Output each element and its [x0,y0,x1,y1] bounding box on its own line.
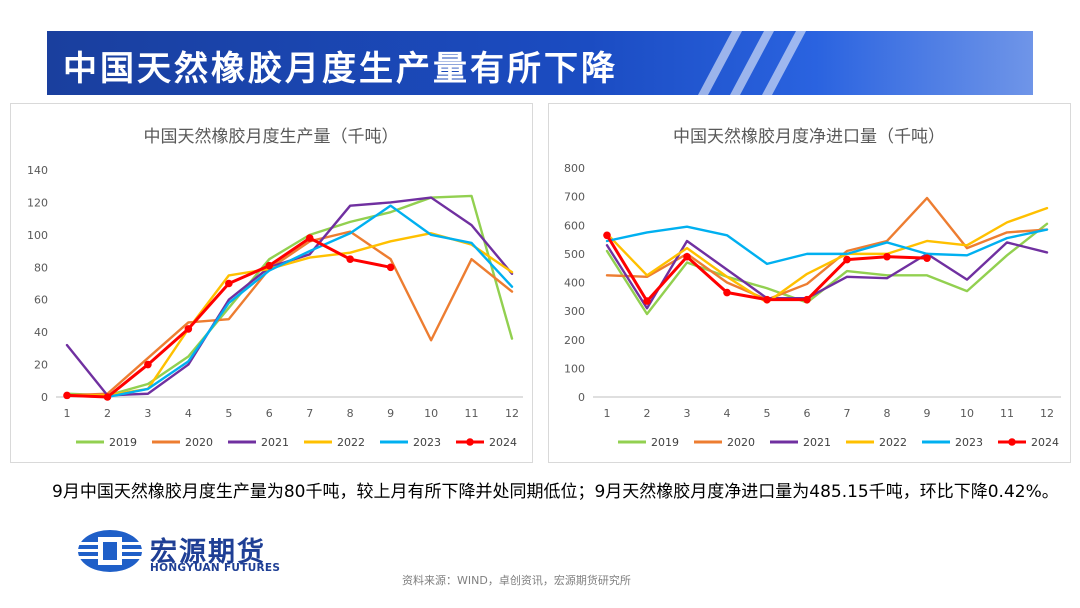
production-x-tick-label: 3 [144,407,151,420]
imports-x-tick-label: 4 [724,407,731,420]
imports-y-tick-label: 500 [564,248,585,261]
production-series-2024-point [225,279,233,288]
imports-x-tick-label: 5 [764,407,771,420]
production-x-tick-label: 1 [64,407,71,420]
imports-legend-label: 2020 [727,436,755,449]
production-x-tick-label: 4 [185,407,192,420]
imports-series-2024-point [883,252,891,261]
imports-legend-label: 2022 [879,436,907,449]
production-series-2021-line [65,196,514,397]
imports-x-tick-label: 2 [644,407,651,420]
production-series-2020-line [65,230,514,397]
imports-y-tick-label: 0 [578,391,585,404]
imports-x-tick-label: 12 [1040,407,1054,420]
imports-series-2024-point [723,288,731,297]
imports-series-2024-point [763,295,771,304]
production-y-tick-label: 20 [34,359,48,372]
production-y-tick-label: 100 [27,229,48,242]
imports-x-tick-label: 6 [804,407,811,420]
production-x-tick-label: 2 [104,407,111,420]
imports-x-tick-label: 1 [604,407,611,420]
production-series-2024-point [305,234,314,242]
imports-series-2024-point [603,231,611,240]
imports-y-tick-label: 300 [564,305,585,318]
imports-chart-panel: 中国天然橡胶月度净进口量（千吨） 0 100 200 300 400 500 600 700 8… [548,103,1071,463]
production-y-tick-label: 80 [34,261,48,274]
imports-y-tick-label: 400 [564,277,585,290]
imports-x-tick-label: 11 [1000,407,1014,420]
logo-chinese-name: 宏源期货 [150,537,266,568]
production-series-2024-point [103,393,112,401]
production-legend-label: 2019 [109,436,137,449]
imports-series-2024-point [683,252,691,261]
imports-y-tick-label: 100 [564,362,585,375]
production-legend-label: 2020 [185,436,213,449]
imports-series-2024-point [803,295,811,304]
production-legend-label: 2021 [261,436,289,449]
production-x-tick-label: 10 [424,407,438,420]
imports-series-2021-line [605,239,1049,310]
source-note: 资料来源：WIND，卓创资讯，宏源期货研究所 [402,574,631,587]
imports-series-2022-line [605,206,1049,304]
production-legend-label: 2024 [489,436,517,449]
production-x-tick-label: 11 [465,407,479,420]
imports-x-tick-label: 9 [924,407,931,420]
title-banner: 中国天然橡胶月度生产量有所下降 [47,31,1033,95]
imports-y-tick-label: 800 [564,162,585,175]
production-y-tick-label: 60 [34,294,48,307]
production-x-tick-label: 7 [306,407,313,420]
production-series-2024-point [184,325,193,333]
imports-y-tick-label: 600 [564,219,585,232]
logo-emblem-icon [76,530,144,572]
imports-y-tick-label: 700 [564,191,585,204]
imports-x-tick-label: 3 [684,407,691,420]
imports-x-tick-label: 8 [884,407,891,420]
imports-series-2020-line [605,196,1049,301]
production-series-2019-line [65,194,514,397]
imports-legend-label: 2019 [651,436,679,449]
logo-english-name: HONGYUAN FUTURES [150,562,281,574]
company-logo: 宏源期货 HONGYUAN FUTURES [76,528,316,576]
production-y-tick-label: 120 [27,196,48,209]
imports-legend-label: 2024 [1031,436,1059,449]
net-imports-chart: 中国天然橡胶月度净进口量（千吨） 0 100 200 300 400 500 600 700 8… [564,127,1061,449]
production-chart-panel: 中国天然橡胶月度生产量（千吨） 0 20 40 60 80 100 120 140 1 2 3 4 5 6… [10,103,533,463]
production-series-2024-point [63,391,71,400]
production-x-tick-label: 9 [387,407,394,420]
production-x-tick-label: 12 [505,407,519,420]
imports-x-tick-label: 10 [960,407,974,420]
imports-chart-title: 中国天然橡胶月度净进口量（千吨） [673,127,945,147]
imports-legend-label: 2021 [803,436,831,449]
production-x-tick-label: 8 [347,407,354,420]
production-series-2024-point [386,263,395,272]
summary-text: 9月中国天然橡胶月度生产量为80千吨，较上月有所下降并处同期低位；9月天然橡胶月… [52,482,1059,502]
production-series-2023-line [65,204,514,399]
page-title: 中国天然橡胶月度生产量有所下降 [63,49,618,89]
imports-series-2023-line [605,225,1049,266]
imports-legend-marker [1008,438,1016,446]
production-x-tick-label: 6 [266,407,273,420]
imports-legend-label: 2023 [955,436,983,449]
production-chart-title: 中国天然橡胶月度生产量（千吨） [144,127,399,147]
imports-series-2024-point [923,254,931,262]
production-legend-label: 2023 [413,436,441,449]
production-series-2024-point [346,255,354,263]
production-legend-marker [466,438,474,446]
imports-series-2024-point [843,255,851,264]
imports-x-tick-label: 7 [844,407,851,420]
imports-y-tick-label: 200 [564,334,585,347]
production-y-tick-label: 140 [27,164,48,177]
production-legend-label: 2022 [337,436,365,449]
imports-series-2024-point [643,297,651,305]
production-series-2024-point [265,261,274,270]
production-series-2024-point [144,360,152,369]
production-x-tick-label: 5 [225,407,232,420]
production-y-tick-label: 40 [34,326,48,339]
production-y-tick-label: 0 [41,391,48,404]
